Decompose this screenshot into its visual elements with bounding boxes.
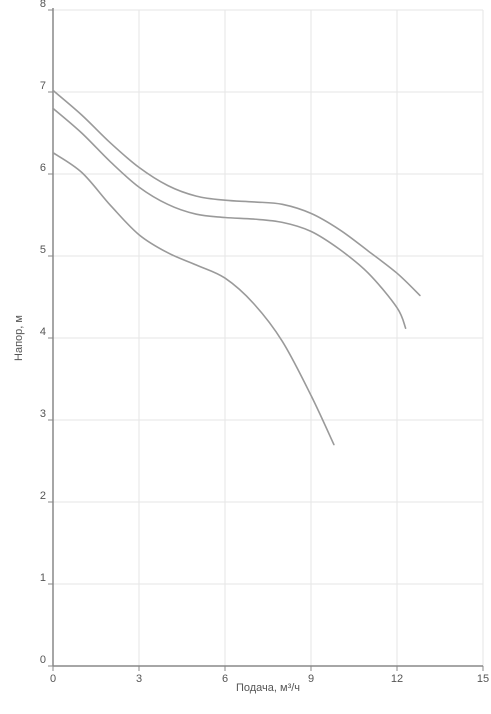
y-tick-label: 2 xyxy=(40,490,46,502)
y-axis-title: Напор, м xyxy=(13,315,25,361)
x-tick-label: 3 xyxy=(136,673,142,685)
axes-layer xyxy=(48,8,484,671)
y-tick-label: 1 xyxy=(40,572,46,584)
series-layer xyxy=(52,89,421,446)
y-tick-label: 7 xyxy=(40,80,46,92)
x-tick-label: 0 xyxy=(50,673,56,685)
y-tick-label: 8 xyxy=(40,0,46,10)
y-tick-label: 6 xyxy=(40,162,46,174)
y-tick-label: 0 xyxy=(40,654,46,666)
x-tick-label: 15 xyxy=(477,673,489,685)
x-axis-title: Подача, м³/ч xyxy=(236,682,300,694)
x-tick-label: 9 xyxy=(308,673,314,685)
series-line-3 xyxy=(52,151,335,446)
y-tick-label: 4 xyxy=(40,326,46,338)
x-tick-label: 12 xyxy=(391,673,403,685)
series-line-1 xyxy=(52,89,421,297)
grid-layer xyxy=(53,9,484,666)
x-tick-label: 6 xyxy=(222,673,228,685)
y-tick-label: 5 xyxy=(40,244,46,256)
series-line-2 xyxy=(52,107,407,329)
y-tick-label: 3 xyxy=(40,408,46,420)
